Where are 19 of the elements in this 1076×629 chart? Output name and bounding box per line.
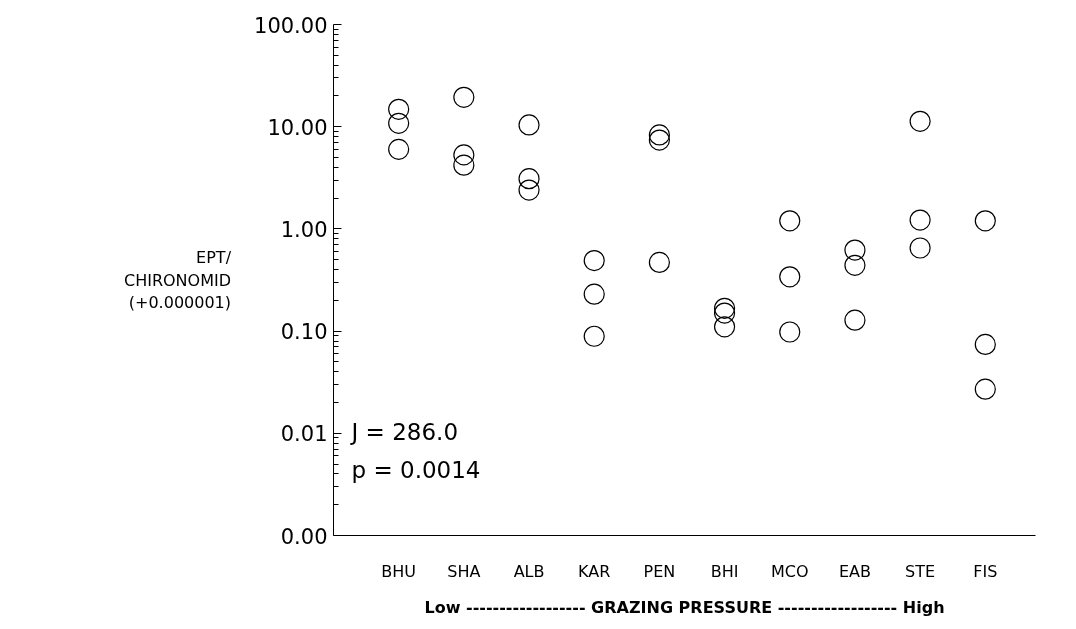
- y-tick-label: 0.10: [280, 320, 328, 345]
- x-tick-label: SHA: [447, 561, 481, 581]
- x-tick-label: EAB: [838, 561, 871, 581]
- y-tick-label: 1.00: [280, 217, 328, 242]
- x-tick-label: BHI: [710, 561, 739, 581]
- y-tick-label: 100.00: [254, 13, 328, 38]
- x-tick-label: KAR: [578, 561, 611, 581]
- x-tick-label: PEN: [643, 561, 676, 581]
- y-axis-title: EPT/ CHIRONOMID (+0.000001): [123, 247, 232, 313]
- x-axis-title: Low ------------------ GRAZING PRESSURE ------------------ High: [424, 597, 945, 617]
- x-tick-label: STE: [905, 561, 936, 581]
- x-tick-label: BHU: [381, 561, 417, 581]
- x-tick-label: MCO: [770, 561, 809, 581]
- x-tick-label: ALB: [513, 561, 545, 581]
- y-tick-label: 0.00: [280, 524, 328, 549]
- x-tick-label: FIS: [973, 561, 998, 581]
- y-tick-label: 0.01: [280, 422, 328, 447]
- y-tick-label: 10.00: [267, 115, 328, 140]
- annotation: J = 286.0 p = 0.0014: [349, 418, 481, 483]
